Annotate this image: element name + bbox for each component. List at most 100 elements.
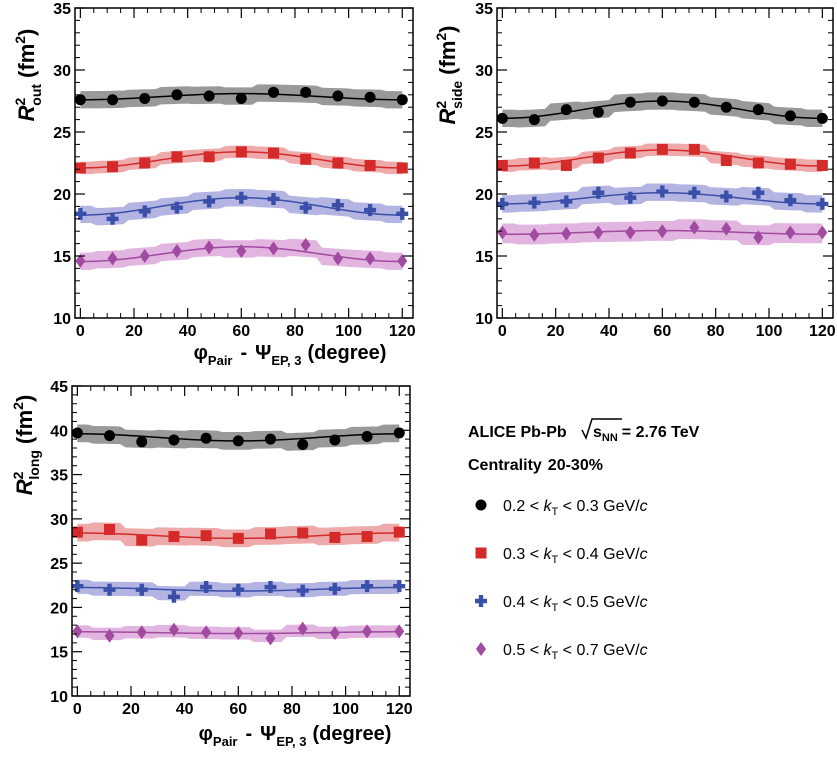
point-long-series-3-2: [135, 583, 148, 596]
point-out-series-3-0: [74, 207, 87, 220]
point-long-series-4-7: [297, 621, 308, 636]
point-side-series-1-0: [496, 112, 508, 124]
point-side-series-1-2: [560, 104, 572, 116]
band-out-series-2: [80, 145, 403, 175]
y-tick-label-long: 30: [50, 512, 68, 529]
point-side-series-1-8: [752, 104, 764, 116]
point-long-series-1-6: [265, 433, 277, 445]
point-out-series-1-7: [300, 86, 312, 98]
point-out-series-3-9: [364, 204, 377, 217]
point-long-series-1-2: [136, 436, 148, 448]
legend: ALICE Pb-Pb sNN = 2.76 TeV Centrality 20-3…: [468, 418, 700, 662]
point-side-series-3-7: [720, 190, 733, 203]
legend-entries: 0.2 < kT < 0.3 GeV/c 0.3 < kT < 0.4 GeV/c…: [475, 498, 648, 662]
point-long-series-3-8: [328, 582, 341, 595]
legend-energy-line: sNN = 2.76 TeV: [593, 424, 700, 444]
legend-marker-4: [476, 642, 486, 656]
y-tick-label-out: 35: [53, 1, 71, 18]
point-long-series-3-6: [264, 581, 277, 594]
point-side-series-1-7: [720, 101, 732, 113]
point-long-series-4-4: [201, 625, 212, 640]
point-side-series-2-4: [624, 147, 636, 159]
band-out-series-3: [80, 189, 403, 226]
point-out-series-4-9: [365, 251, 376, 266]
x-tick-label-side: 0: [498, 323, 507, 340]
point-out-series-2-10: [396, 162, 408, 174]
legend-marker-2: [475, 547, 487, 559]
legend-label-1: 0.2 < kT < 0.3 GeV/c: [503, 498, 648, 518]
point-side-series-4-2: [561, 226, 572, 241]
point-out-series-1-3: [171, 89, 183, 101]
point-out-series-4-5: [236, 244, 247, 259]
legend-label-4: 0.5 < kT < 0.7 GeV/c: [503, 642, 648, 662]
sqrt-radical-icon: [581, 418, 622, 440]
point-out-series-2-3: [171, 151, 183, 163]
point-side-series-4-8: [753, 230, 764, 245]
point-out-series-4-8: [332, 251, 343, 266]
band-side-series-1: [502, 92, 823, 128]
legend-label-2: 0.3 < kT < 0.4 GeV/c: [503, 546, 648, 566]
plot-area-r-out: 0 20 40 60 80 100 120 10 15 20 25 30 35: [53, 1, 416, 340]
point-out-series-4-3: [171, 244, 182, 259]
y-tick-label-long: 20: [50, 600, 68, 617]
point-out-series-3-6: [267, 192, 280, 205]
point-side-series-4-0: [497, 225, 508, 240]
x-tick-label-long: 100: [332, 701, 359, 718]
point-side-series-4-10: [817, 225, 828, 240]
point-out-series-4-10: [397, 253, 408, 268]
y-tick-label-long: 10: [50, 689, 68, 706]
x-tick-label-side: 20: [547, 323, 565, 340]
x-tick-label-side: 40: [600, 323, 618, 340]
point-out-series-2-4: [203, 151, 215, 163]
plot-area-r-long: 0 20 40 60 80 100 120 10 15 20 25 30 35 40 45: [50, 379, 413, 718]
y-tick-label-out: 20: [53, 187, 71, 204]
point-out-series-3-1: [106, 212, 119, 225]
point-out-series-1-5: [235, 93, 247, 105]
frame-out: [74, 7, 414, 319]
point-long-series-1-0: [71, 427, 83, 439]
point-out-series-1-6: [268, 86, 280, 98]
point-out-series-4-0: [75, 253, 86, 268]
sqrt-symbol: [581, 418, 622, 440]
y-tick-label-side: 25: [475, 125, 493, 142]
point-side-series-2-2: [560, 159, 572, 171]
point-out-series-3-7: [299, 201, 312, 214]
point-out-series-3-5: [235, 191, 248, 204]
point-out-series-4-4: [204, 240, 215, 255]
point-long-series-1-5: [232, 435, 244, 447]
point-side-series-3-4: [624, 191, 637, 204]
point-long-series-3-10: [393, 580, 406, 593]
band-side-series-3: [502, 183, 823, 213]
point-side-series-2-8: [752, 157, 764, 169]
point-long-series-2-2: [136, 534, 148, 546]
point-out-series-1-0: [74, 94, 86, 106]
x-tick-label-side: 100: [756, 323, 783, 340]
point-long-series-4-1: [104, 628, 115, 643]
point-side-series-3-3: [592, 186, 605, 199]
point-out-series-2-0: [74, 162, 86, 174]
x-tick-label-out: 80: [286, 323, 304, 340]
point-long-series-1-7: [297, 438, 309, 450]
x-tick-label-out: 60: [232, 323, 250, 340]
point-side-series-2-3: [592, 152, 604, 164]
y-axis-label-r-side: R2side(fm2): [433, 25, 465, 124]
point-long-series-1-9: [361, 430, 373, 442]
point-long-series-4-2: [136, 625, 147, 640]
x-tick-label-out: 120: [389, 323, 416, 340]
point-side-series-3-1: [528, 196, 541, 209]
frame-side: [496, 7, 834, 319]
point-side-series-2-6: [688, 143, 700, 155]
point-long-series-4-8: [329, 626, 340, 641]
point-out-series-2-7: [300, 153, 312, 165]
point-out-series-3-8: [331, 199, 344, 212]
point-side-series-3-2: [560, 195, 573, 208]
point-out-series-1-9: [364, 91, 376, 103]
y-tick-label-side: 20: [475, 187, 493, 204]
point-side-series-1-10: [816, 112, 828, 124]
point-side-series-2-10: [816, 159, 828, 171]
x-axis-label-r-long: φPair - ΨEP, 3 (degree): [199, 723, 392, 749]
x-tick-label-side: 60: [653, 323, 671, 340]
point-long-series-4-3: [168, 622, 179, 637]
point-long-series-3-7: [296, 584, 309, 597]
point-side-series-3-5: [656, 185, 669, 198]
